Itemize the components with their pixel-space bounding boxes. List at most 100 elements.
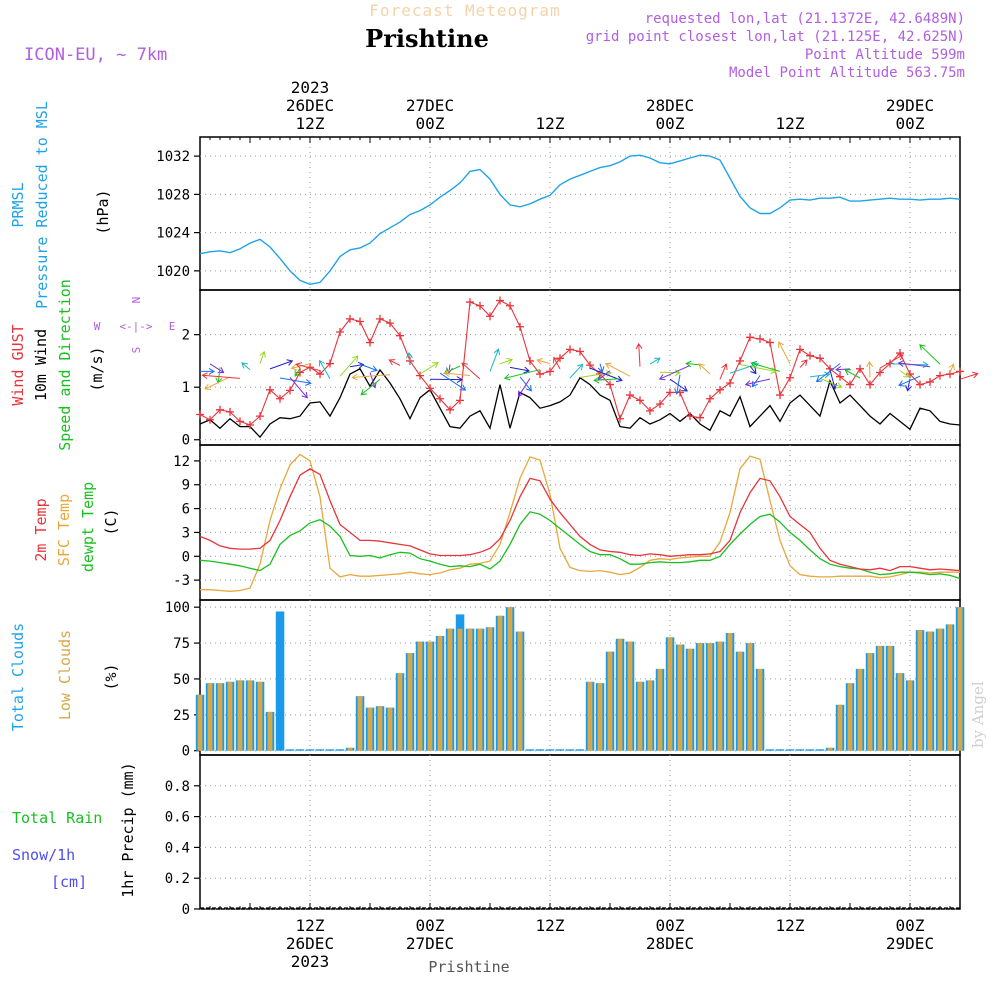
low-cloud-bar [927,631,933,751]
total-cloud-bar [565,749,575,751]
gust-point [326,359,334,368]
time-label-top: 2023 [291,78,330,97]
wind-arrow [443,365,461,375]
wind-arrow [698,363,711,375]
gust-point [456,396,464,405]
compass-west: W [94,320,101,333]
ytick-label: 1024 [156,226,190,242]
wind-arrow [899,370,910,378]
low-cloud-bar [467,628,473,751]
gust-point [936,371,944,380]
wind-arrow [685,360,701,368]
gust-point [716,385,724,394]
gust-point [866,380,874,389]
gust-point [616,414,624,423]
gust-point [656,400,664,409]
gust-point [746,333,754,342]
low-cloud-bar [907,680,913,751]
wind-arrow [388,359,401,366]
compass-row: <-|-> [119,320,152,333]
low-cloud-bar [707,643,713,751]
gust-point [246,421,254,430]
total-rain-label: Total Rain [12,809,102,827]
gust-point [916,380,924,389]
gust-point [796,345,804,354]
low-cloud-bar [447,628,453,751]
gust-point [426,384,434,393]
low-clouds-label: Low Clouds [56,630,74,720]
low-cloud-bar [857,668,863,751]
pressure-unit: (hPa) [94,189,112,234]
time-label-top: 12Z [296,114,325,133]
low-cloud-bar [697,643,703,751]
ytick-label: 3 [182,525,190,541]
gust-point [336,328,344,337]
low-cloud-bar [387,707,393,751]
time-label-top: 29DEC [886,96,934,115]
wind-arrow [593,376,621,384]
low-cloud-bar [357,696,363,751]
time-label-bottom: 12Z [296,916,325,935]
wind-arrow [536,358,551,365]
wind-arrow [835,365,851,373]
wind-arrow [461,362,481,380]
low-cloud-bar [367,707,373,751]
low-cloud-bar [237,680,243,751]
total-cloud-bar [305,749,315,751]
low-cloud-bar [267,711,273,751]
gust-point [576,347,584,356]
time-label-bottom: 27DEC [406,934,454,953]
sfc-temp-line [200,453,960,592]
dewpt-label: dewpt Temp [79,482,97,572]
ytick-label: 0.8 [165,779,190,795]
time-label-bottom: 00Z [656,916,685,935]
pressure-reduced-label: Pressure Reduced to MSL [33,101,51,309]
wind-arrow [503,369,541,381]
wind-arrow [419,362,439,375]
low-cloud-bar [677,644,683,751]
wind-dir-label: Speed and Direction [56,279,74,451]
sfc-temp-label: SFC Temp [55,494,73,566]
wind-arrow [294,367,301,377]
total-cloud-bar [795,749,805,751]
time-label-bottom: 2023 [291,952,330,971]
gust-point [196,410,204,419]
ytick-label: 75 [173,636,190,652]
gust-point [226,407,234,416]
wind-arrow [290,363,311,371]
low-cloud-bar [637,681,643,751]
low-cloud-bar [867,653,873,751]
cloud-unit: (%) [102,663,120,690]
gust-point [526,356,534,365]
time-label-bottom: 00Z [896,916,925,935]
gust-point [256,412,264,421]
wind-arrow [200,367,215,375]
time-label-bottom: 12Z [776,916,805,935]
gust-point [896,349,904,358]
low-cloud-bar [207,683,213,751]
wind-arrow [289,377,308,399]
gust-point [566,345,574,354]
point-altitude: Point Altitude 599m [805,47,965,63]
gust-point [646,406,654,415]
total-cloud-bar [285,749,295,751]
low-cloud-bar [507,607,513,751]
gust-point [696,413,704,422]
ytick-label: 0 [182,549,190,565]
wind-arrow [295,362,321,372]
low-cloud-bar [937,628,943,751]
wind-arrow [719,363,728,380]
low-cloud-bar [517,631,523,751]
time-label-top: 28DEC [646,96,694,115]
gust-point [736,356,744,365]
wind-arrow [635,342,643,367]
gust-point [636,396,644,405]
low-cloud-bar [847,683,853,751]
pressure-panel: 1020 1024 1028 1032 [156,136,961,291]
gust-point [506,301,514,310]
gust-point [316,370,324,379]
gust-point [486,312,494,321]
pressure-frame [199,136,961,291]
wind-arrow [604,362,631,377]
wind-arrow [443,370,471,377]
